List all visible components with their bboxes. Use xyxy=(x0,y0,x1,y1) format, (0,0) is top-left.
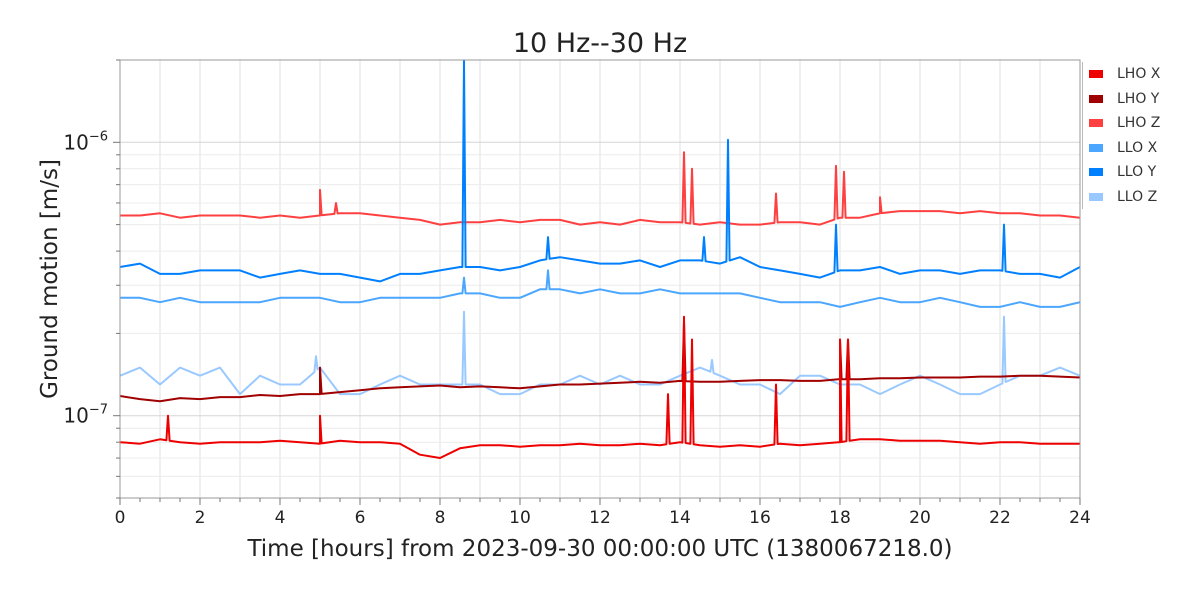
series-line-llo-x xyxy=(120,269,1080,308)
legend-item: LHO X xyxy=(1089,62,1160,87)
grid xyxy=(119,59,1081,499)
y-axis-label: Ground motion [m/s] xyxy=(37,159,63,399)
series-line-llo-y xyxy=(120,60,1080,283)
legend-swatch xyxy=(1089,143,1103,152)
legend-swatch xyxy=(1089,70,1103,79)
series-line-lho-z xyxy=(120,151,1080,226)
legend-item: LHO Z xyxy=(1089,111,1160,136)
legend-item: LLO X xyxy=(1089,136,1160,161)
legend: LHO X LHO Y LHO Z LLO X LLO Y LLO Z xyxy=(1082,62,1160,209)
y-tick-label: 10−6 xyxy=(63,129,108,154)
series-line-lho-y xyxy=(120,321,1080,403)
legend-swatch xyxy=(1089,94,1103,103)
x-tick-label: 16 xyxy=(749,508,771,528)
x-tick-label: 12 xyxy=(589,508,611,528)
legend-label: LLO X xyxy=(1117,139,1158,156)
legend-label: LLO Y xyxy=(1117,164,1157,181)
x-axis-label: Time [hours] from 2023-09-30 00:00:00 UT… xyxy=(246,536,952,562)
x-tick-label: 22 xyxy=(989,508,1011,528)
legend-swatch xyxy=(1089,168,1103,177)
legend-label: LLO Z xyxy=(1117,188,1158,205)
legend-item: LHO Y xyxy=(1089,87,1160,112)
x-tick-label: 0 xyxy=(115,508,126,528)
legend-label: LHO X xyxy=(1117,66,1161,83)
legend-label: LHO Y xyxy=(1117,90,1160,107)
chart-title: 10 Hz--30 Hz xyxy=(513,28,687,59)
legend-label: LHO Z xyxy=(1117,115,1161,132)
x-tick-label: 4 xyxy=(275,508,286,528)
legend-swatch xyxy=(1089,192,1103,201)
x-tick-label: 8 xyxy=(435,508,446,528)
series-line-lho-x xyxy=(120,315,1080,459)
x-tick-label: 24 xyxy=(1069,508,1091,528)
series-lines xyxy=(120,60,1080,459)
x-tick-label: 2 xyxy=(195,508,206,528)
x-tick-label: 18 xyxy=(829,508,851,528)
x-tick-label: 14 xyxy=(669,508,691,528)
y-tick-label: 10−7 xyxy=(63,403,108,428)
legend-swatch xyxy=(1089,119,1103,128)
x-tick-label: 20 xyxy=(909,508,931,528)
x-tick-label: 10 xyxy=(509,508,531,528)
x-tick-label: 6 xyxy=(355,508,366,528)
legend-item: LLO Y xyxy=(1089,160,1160,185)
legend-item: LLO Z xyxy=(1089,185,1160,210)
